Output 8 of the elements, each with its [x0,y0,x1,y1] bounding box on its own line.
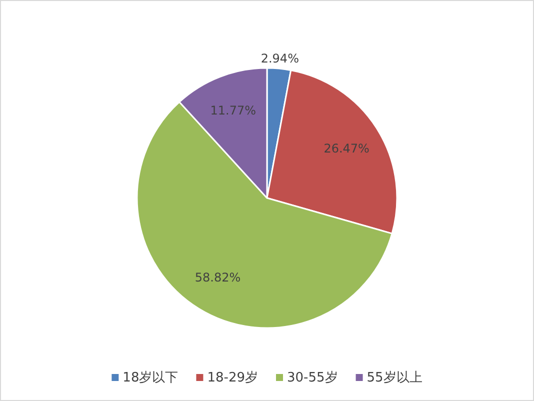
legend-label: 55岁以上 [366,370,422,386]
legend-label: 18岁以下 [122,370,178,386]
legend-label: 18-29岁 [207,370,258,386]
legend-label: 30-55岁 [287,370,338,386]
data-label: 26.47% [324,142,370,156]
data-label: 2.94% [260,52,299,66]
data-label: 11.77% [210,104,256,118]
data-label: 58.82% [194,270,241,285]
